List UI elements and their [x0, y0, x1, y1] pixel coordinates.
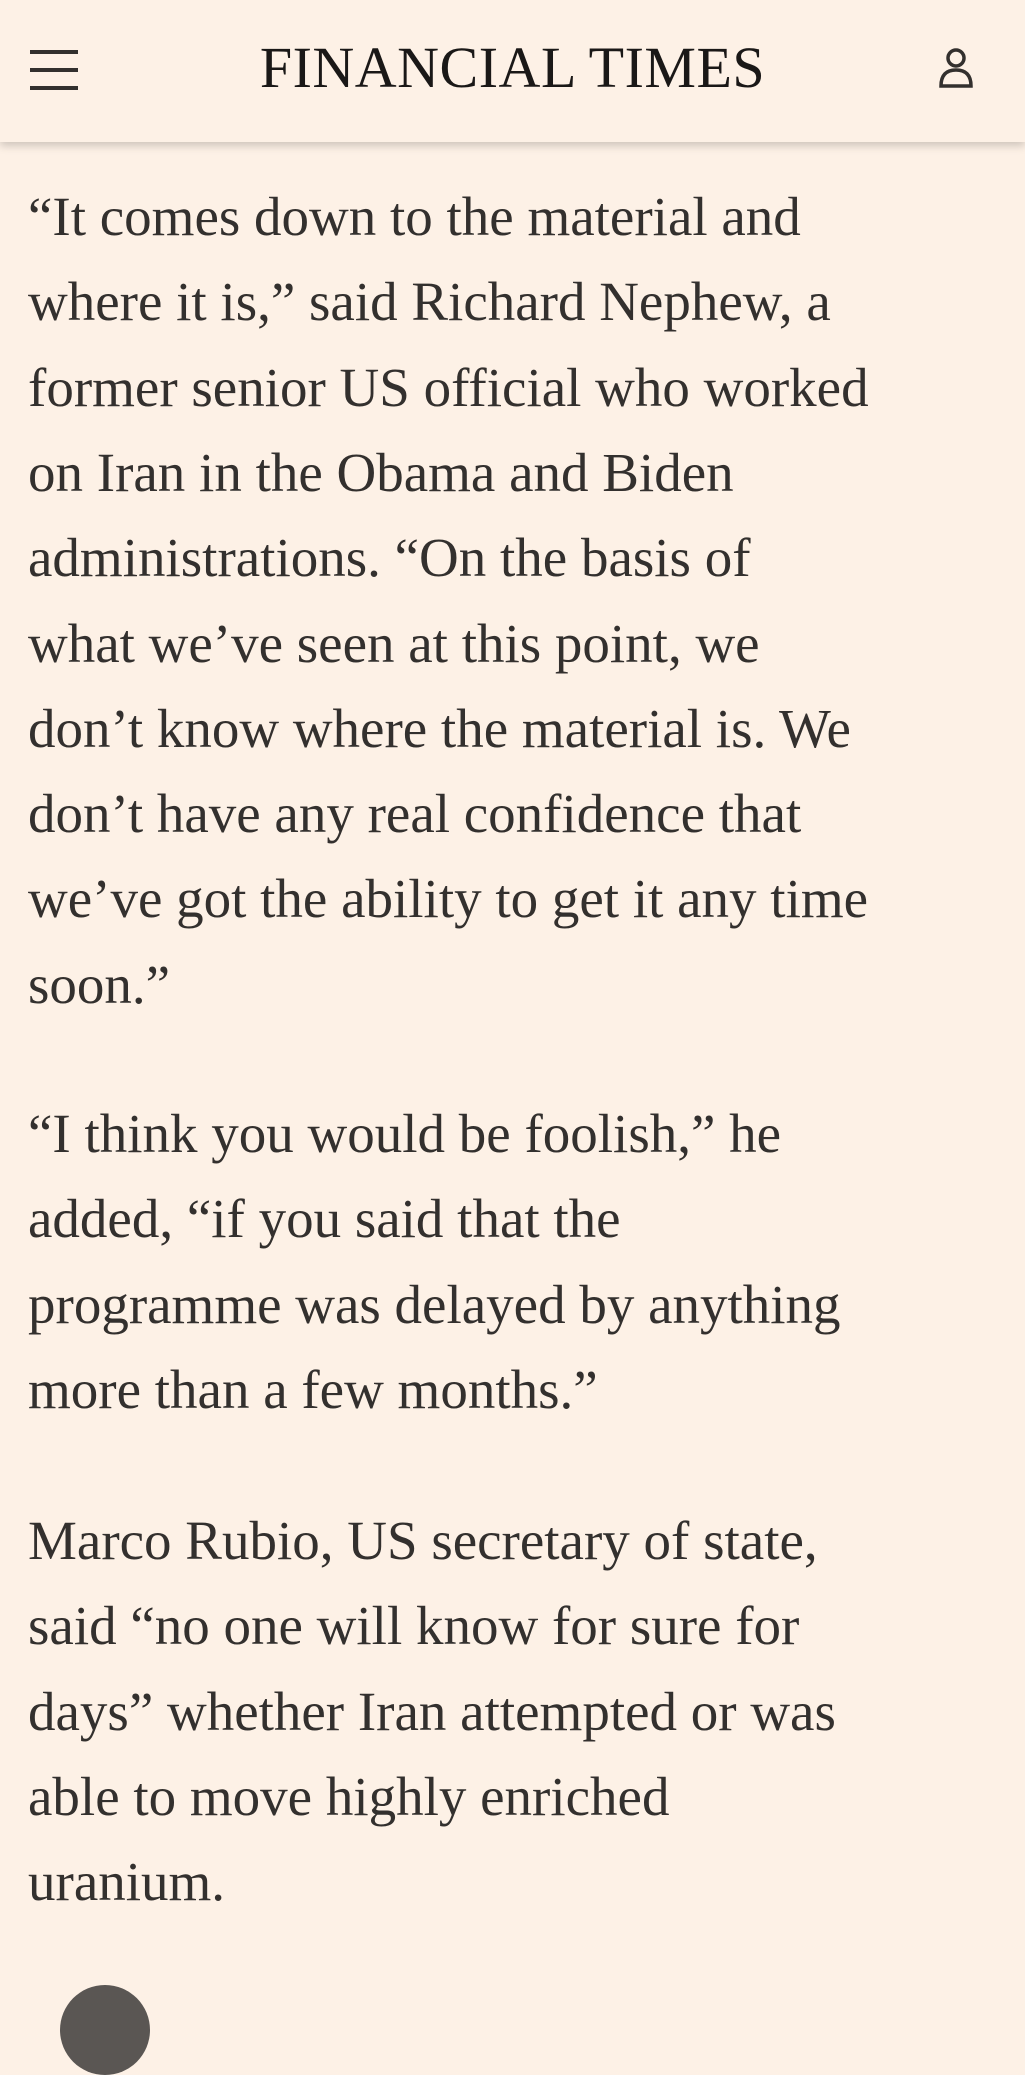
avatar: [60, 1985, 150, 2075]
header: FINANCIAL TIMES: [0, 0, 1025, 142]
text-line: where it is,” said Richard Nephew, a: [28, 271, 831, 333]
text-line: uranium.: [28, 1851, 226, 1913]
text-line: administrations. “On the basis of: [28, 527, 751, 589]
text-line: “I think you would be foolish,” he: [28, 1103, 782, 1164]
text-line: able to move highly enriched: [28, 1765, 670, 1827]
account-button[interactable]: [936, 46, 976, 90]
text-line: what we’ve seen at this point, we: [28, 612, 760, 674]
text-line: on Iran in the Obama and Biden: [28, 441, 734, 503]
text-line: we’ve got the ability to get it any time: [28, 868, 869, 930]
text-line: programme was delayed by anything: [28, 1273, 841, 1335]
text-line: former senior US official who worked: [28, 356, 869, 418]
site-title[interactable]: FINANCIAL TIMES: [259, 35, 766, 100]
text-line: “It comes down to the material and: [28, 186, 801, 247]
text-line: don’t know where the material is. We: [28, 697, 851, 759]
text-line: said “no one will know for sure for: [28, 1595, 800, 1657]
text-line: Marco Rubio, US secretary of state,: [28, 1510, 818, 1571]
text-line: days” whether Iran attempted or was: [28, 1680, 836, 1742]
text-line: soon.”: [28, 953, 171, 1015]
text-line: more than a few months.”: [28, 1358, 598, 1420]
menu-button[interactable]: [28, 48, 80, 92]
text-line: added, “if you said that the: [28, 1188, 621, 1250]
text-line: don’t have any real confidence that: [28, 783, 802, 845]
